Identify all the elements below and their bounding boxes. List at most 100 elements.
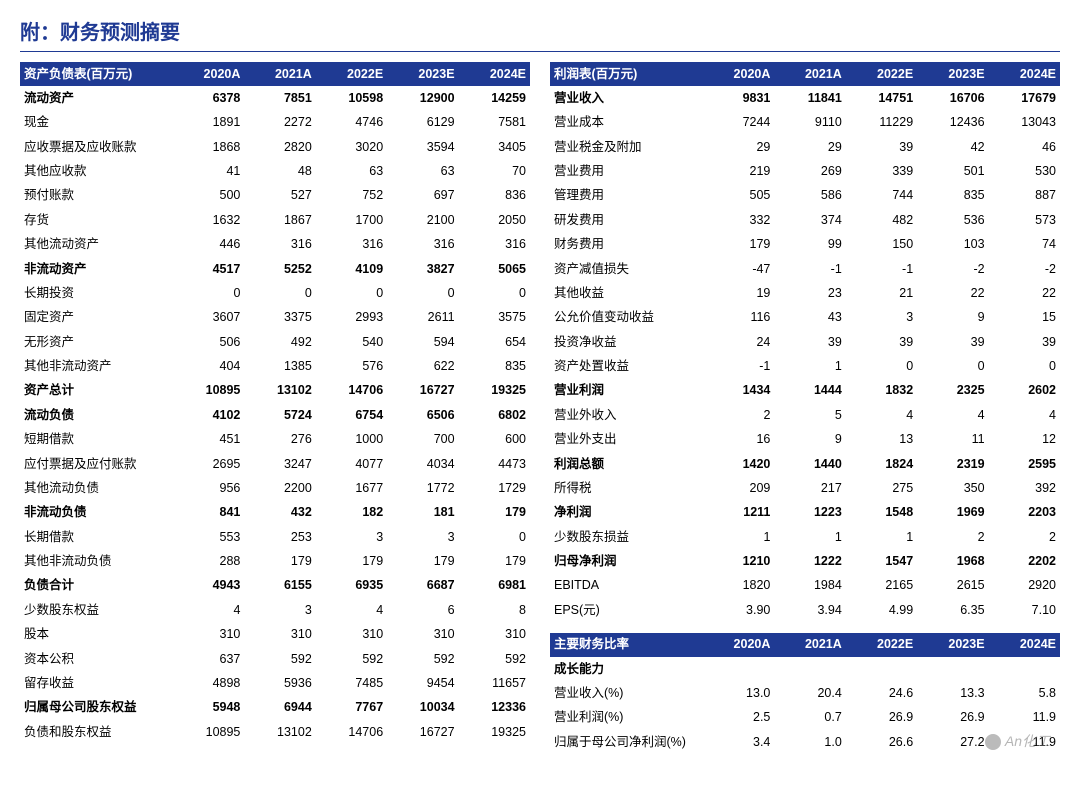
row-label: EPS(元) xyxy=(550,598,703,622)
page-title: 附：财务预测摘要 xyxy=(20,16,1060,52)
cell: 1700 xyxy=(316,208,387,232)
table-row: 应收票据及应收账款18682820302035943405 xyxy=(20,135,530,159)
cell: 6802 xyxy=(459,403,530,427)
cell: 446 xyxy=(173,233,244,257)
table-row: 其他流动负债9562200167717721729 xyxy=(20,476,530,500)
cell: 11.9 xyxy=(989,706,1060,730)
cell: 14259 xyxy=(459,86,530,110)
cell: 310 xyxy=(173,623,244,647)
cell: 181 xyxy=(387,501,458,525)
cell: 637 xyxy=(173,647,244,671)
table-row: EBITDA18201984216526152920 xyxy=(550,574,1060,598)
cell: 310 xyxy=(387,623,458,647)
cell: 654 xyxy=(459,330,530,354)
cell: 13043 xyxy=(989,111,1060,135)
col-header: 2023E xyxy=(917,633,988,657)
table-row: 资产总计1089513102147061672719325 xyxy=(20,379,530,403)
row-label: 留存收益 xyxy=(20,671,173,695)
cell xyxy=(703,657,774,681)
row-label: 短期借款 xyxy=(20,428,173,452)
cell: 1547 xyxy=(846,550,917,574)
cell: 1 xyxy=(774,525,845,549)
cell: 5065 xyxy=(459,257,530,281)
cell: 2695 xyxy=(173,452,244,476)
cell: 16727 xyxy=(387,720,458,744)
cell: 24.6 xyxy=(846,681,917,705)
table-row: 其他非流动负债288179179179179 xyxy=(20,550,530,574)
table-row: 无形资产506492540594654 xyxy=(20,330,530,354)
col-header: 2021A xyxy=(774,62,845,86)
cell: 0 xyxy=(989,355,1060,379)
cell: -1 xyxy=(774,257,845,281)
table-row: 少数股东损益11122 xyxy=(550,525,1060,549)
row-label: 应收票据及应收账款 xyxy=(20,135,173,159)
cell: 3 xyxy=(387,525,458,549)
cell: 7767 xyxy=(316,696,387,720)
cell: 19 xyxy=(703,281,774,305)
cell: 4746 xyxy=(316,111,387,135)
cell: 700 xyxy=(387,428,458,452)
cell: 63 xyxy=(387,160,458,184)
cell: 14751 xyxy=(846,86,917,110)
table-row: 股本310310310310310 xyxy=(20,623,530,647)
cell: 23 xyxy=(774,281,845,305)
row-label: 无形资产 xyxy=(20,330,173,354)
cell: 116 xyxy=(703,306,774,330)
table-row: 营业利润(%)2.50.726.926.911.9 xyxy=(550,706,1060,730)
cell: 6129 xyxy=(387,111,458,135)
cell: 2202 xyxy=(989,550,1060,574)
row-label: 负债合计 xyxy=(20,574,173,598)
row-label: 现金 xyxy=(20,111,173,135)
table-row: 少数股东权益43468 xyxy=(20,598,530,622)
cell: 10598 xyxy=(316,86,387,110)
cell: 39 xyxy=(846,330,917,354)
cell: 16727 xyxy=(387,379,458,403)
cell: 12 xyxy=(989,428,1060,452)
col-header: 2024E xyxy=(459,62,530,86)
row-label: 研发费用 xyxy=(550,208,703,232)
table-row: 投资净收益2439393939 xyxy=(550,330,1060,354)
cell: 310 xyxy=(459,623,530,647)
cell: 1868 xyxy=(173,135,244,159)
col-header: 2022E xyxy=(846,62,917,86)
row-label: 归属母公司股东权益 xyxy=(20,696,173,720)
cell: 592 xyxy=(316,647,387,671)
cell: 1772 xyxy=(387,476,458,500)
row-label: 股本 xyxy=(20,623,173,647)
cell: 2 xyxy=(989,525,1060,549)
cell: 3607 xyxy=(173,306,244,330)
row-label: 其他应收款 xyxy=(20,160,173,184)
cell: 48 xyxy=(244,160,315,184)
row-label: 资本公积 xyxy=(20,647,173,671)
row-label: 其他非流动负债 xyxy=(20,550,173,574)
cell: 2 xyxy=(703,403,774,427)
cell: 3827 xyxy=(387,257,458,281)
cell: -47 xyxy=(703,257,774,281)
cell: 310 xyxy=(316,623,387,647)
table-row: 其他收益1923212222 xyxy=(550,281,1060,305)
cell: 17679 xyxy=(989,86,1060,110)
col-header: 2022E xyxy=(846,633,917,657)
row-label: 固定资产 xyxy=(20,306,173,330)
table-row: 其他非流动资产4041385576622835 xyxy=(20,355,530,379)
cell: 1223 xyxy=(774,501,845,525)
cell: 1440 xyxy=(774,452,845,476)
col-header: 2020A xyxy=(703,62,774,86)
cell: 594 xyxy=(387,330,458,354)
cell: 501 xyxy=(917,160,988,184)
cell: 21 xyxy=(846,281,917,305)
table-row: 非流动资产45175252410938275065 xyxy=(20,257,530,281)
row-label: 流动资产 xyxy=(20,86,173,110)
cell: 2100 xyxy=(387,208,458,232)
cell: 3375 xyxy=(244,306,315,330)
row-label: 营业外支出 xyxy=(550,428,703,452)
table-row: 资产处置收益-11000 xyxy=(550,355,1060,379)
cell: 1211 xyxy=(703,501,774,525)
row-label: 其他非流动资产 xyxy=(20,355,173,379)
row-label: 归属于母公司净利润(%) xyxy=(550,730,703,754)
row-label: 少数股东权益 xyxy=(20,598,173,622)
cell: 24 xyxy=(703,330,774,354)
row-label: 营业税金及附加 xyxy=(550,135,703,159)
table-row: 净利润12111223154819692203 xyxy=(550,501,1060,525)
cell: 39 xyxy=(846,135,917,159)
